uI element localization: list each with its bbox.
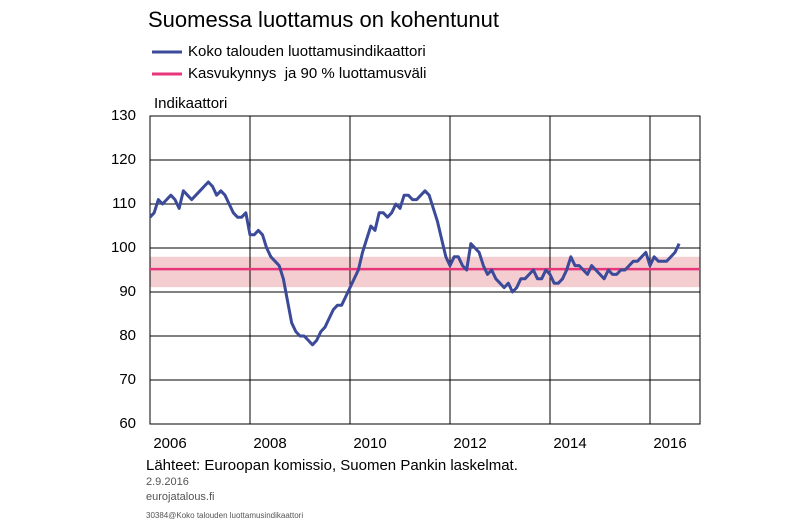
x-tick-label: 2008 <box>253 435 286 452</box>
y-tick-label: 80 <box>119 327 136 344</box>
y-tick-label: 100 <box>111 239 136 256</box>
x-tick-label: 2010 <box>353 435 386 452</box>
source: Lähteet: Euroopan komissio, Suomen Panki… <box>146 457 518 474</box>
x-tick-label: 2016 <box>653 435 686 452</box>
series-line <box>148 180 681 347</box>
legend-label: Koko talouden luottamusindikaattori <box>188 43 426 60</box>
y-tick-label: 110 <box>112 195 136 212</box>
date: 2.9.2016 <box>146 476 189 488</box>
code: 30384@Koko talouden luottamusindikaattor… <box>146 511 303 520</box>
y-tick-label: 60 <box>119 415 136 432</box>
site: eurojatalous.fi <box>146 491 215 503</box>
x-tick-label: 2006 <box>153 435 186 452</box>
y-axis-label: Indikaattori <box>154 95 227 112</box>
y-tick-label: 70 <box>119 371 136 388</box>
x-tick-label: 2014 <box>553 435 586 452</box>
legend-label: Kasvukynnys ja 90 % luottamusväli <box>188 65 426 82</box>
y-tick-label: 90 <box>119 283 136 300</box>
y-tick-label: 120 <box>111 151 136 168</box>
y-tick-label: 130 <box>111 107 136 124</box>
chart-title: Suomessa luottamus on kohentunut <box>148 7 499 32</box>
x-tick-label: 2012 <box>453 435 486 452</box>
